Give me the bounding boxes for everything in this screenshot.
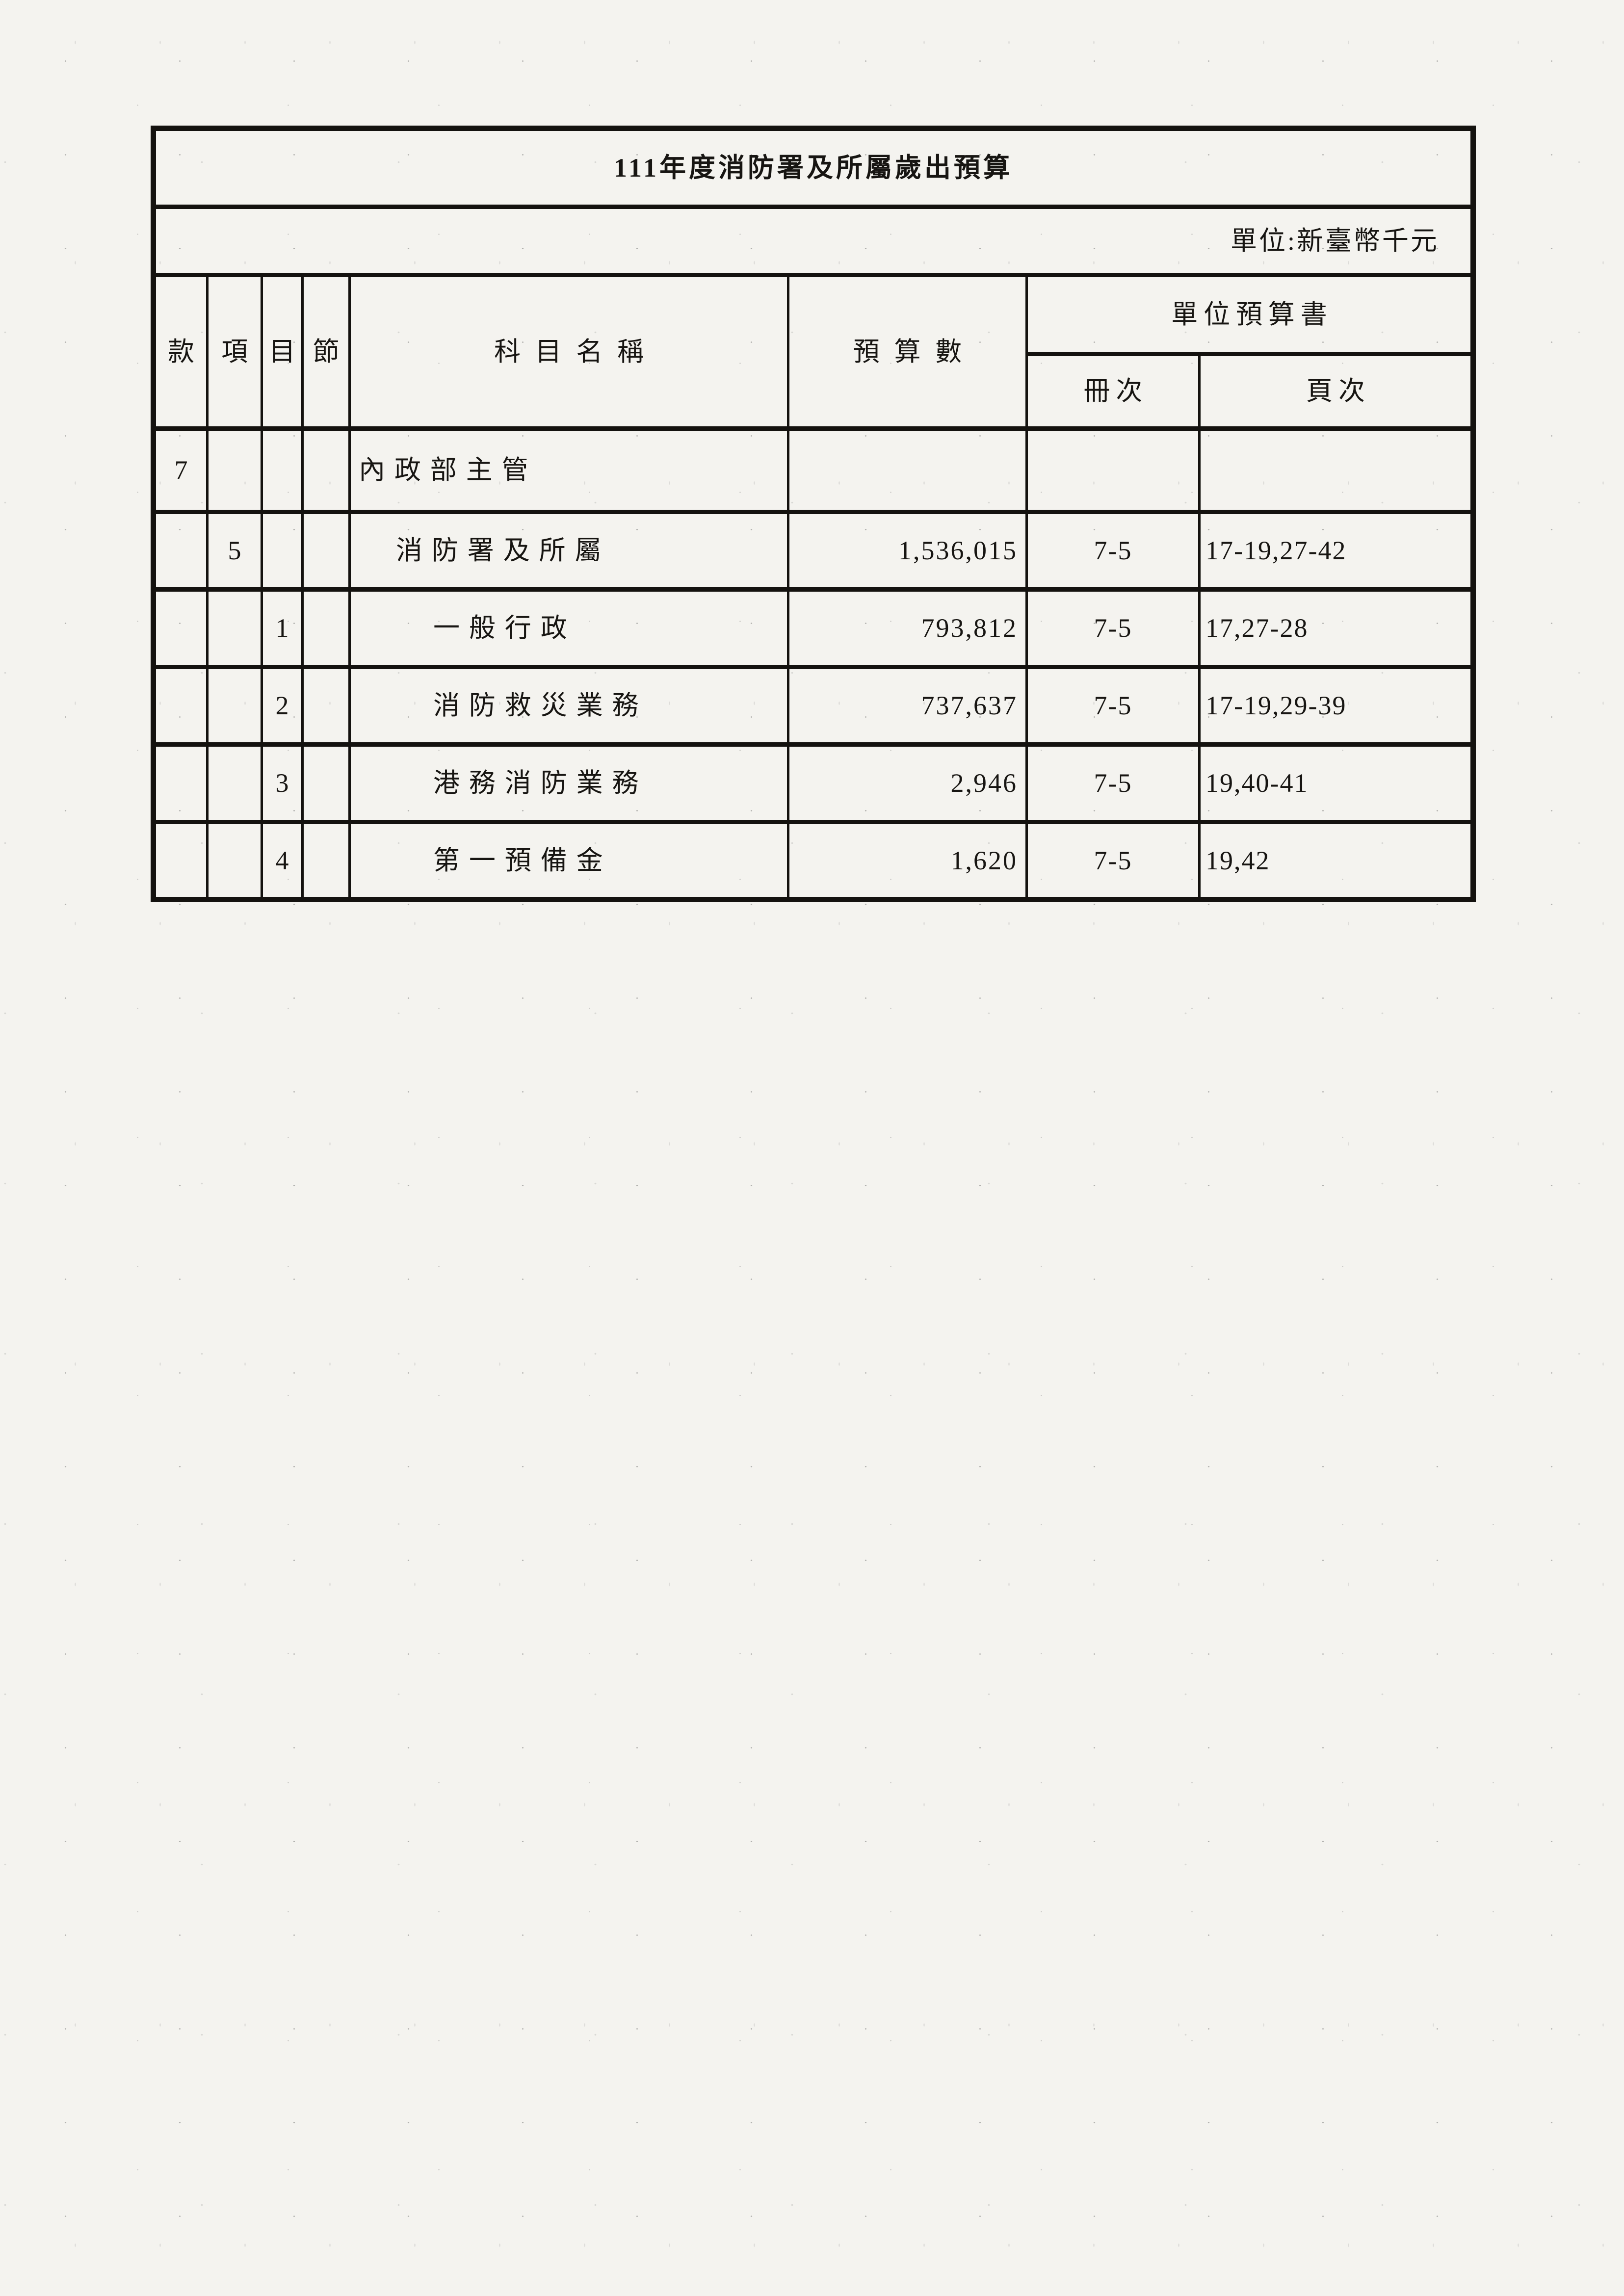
cell-name: 內政部主管 [348, 426, 789, 514]
cell-pages: 17-19,29-39 [1198, 665, 1475, 747]
cell-mu: 1 [261, 587, 304, 669]
col-header-xiang: 項 [206, 273, 263, 431]
cell-jie [301, 742, 351, 824]
cell-mu: 2 [261, 665, 304, 747]
table-row: 1 一般行政 793,812 7-5 17,27-28 [152, 587, 1475, 669]
col-header-jie: 節 [301, 273, 351, 431]
cell-name: 港務消防業務 [348, 742, 789, 824]
cell-volume: 7-5 [1025, 665, 1201, 747]
cell-kuan [152, 510, 209, 592]
cell-mu [261, 510, 304, 592]
cell-kuan [152, 820, 209, 902]
header-row-top: 款 項 目 節 科目名稱 預算數 單位預算書 [152, 273, 1475, 431]
cell-xiang [206, 587, 263, 669]
budget-table: 111年度消防署及所屬歲出預算 單位:新臺幣千元 款 項 目 節 科目名稱 預算… [151, 126, 1476, 902]
cell-xiang [206, 665, 263, 747]
cell-xiang [206, 742, 263, 824]
cell-name: 消防署及所屬 [348, 510, 789, 592]
cell-budget: 1,620 [787, 820, 1028, 902]
cell-kuan [152, 587, 209, 669]
cell-xiang [206, 820, 263, 902]
cell-budget: 793,812 [787, 587, 1028, 669]
title-row: 111年度消防署及所屬歲出預算 [152, 126, 1475, 209]
cell-volume: 7-5 [1025, 510, 1201, 592]
col-header-mu: 目 [261, 273, 304, 431]
cell-pages: 17-19,27-42 [1198, 510, 1475, 592]
cell-mu: 4 [261, 820, 304, 902]
table-row: 5 消防署及所屬 1,536,015 7-5 17-19,27-42 [152, 510, 1475, 592]
table-row: 2 消防救災業務 737,637 7-5 17-19,29-39 [152, 665, 1475, 747]
col-header-volume: 冊次 [1025, 352, 1201, 431]
cell-jie [301, 587, 351, 669]
cell-volume: 7-5 [1025, 587, 1201, 669]
col-header-budget: 預算數 [787, 273, 1028, 431]
col-header-unit-budget-book: 單位預算書 [1025, 273, 1475, 356]
cell-volume: 7-5 [1025, 742, 1201, 824]
cell-pages: 19,40-41 [1198, 742, 1475, 824]
cell-pages: 19,42 [1198, 820, 1475, 902]
unit-note-row: 單位:新臺幣千元 [152, 205, 1475, 277]
cell-jie [301, 665, 351, 747]
col-header-kuan: 款 [152, 273, 209, 431]
cell-budget: 1,536,015 [787, 510, 1028, 592]
cell-jie [301, 820, 351, 902]
page-title: 111年度消防署及所屬歲出預算 [152, 126, 1475, 209]
cell-xiang: 5 [206, 510, 263, 592]
col-header-subject: 科目名稱 [348, 273, 789, 431]
cell-jie [301, 510, 351, 592]
col-header-page: 頁次 [1198, 352, 1475, 431]
cell-budget [787, 426, 1028, 514]
unit-note: 單位:新臺幣千元 [152, 205, 1475, 277]
table-row: 4 第一預備金 1,620 7-5 19,42 [152, 820, 1475, 902]
cell-mu: 3 [261, 742, 304, 824]
cell-budget: 737,637 [787, 665, 1028, 747]
cell-budget: 2,946 [787, 742, 1028, 824]
cell-pages [1198, 426, 1475, 514]
cell-volume: 7-5 [1025, 820, 1201, 902]
cell-pages: 17,27-28 [1198, 587, 1475, 669]
cell-kuan [152, 665, 209, 747]
header-row-bottom: 冊次 頁次 [154, 352, 1475, 431]
table-row: 3 港務消防業務 2,946 7-5 19,40-41 [152, 742, 1475, 824]
cell-xiang [206, 426, 263, 514]
cell-name: 一般行政 [348, 587, 789, 669]
cell-kuan: 7 [152, 426, 209, 514]
cell-jie [301, 426, 351, 514]
table-row: 7 內政部主管 [152, 426, 1475, 514]
cell-name: 消防救災業務 [348, 665, 789, 747]
cell-volume [1025, 426, 1201, 514]
cell-kuan [152, 742, 209, 824]
cell-name: 第一預備金 [348, 820, 789, 902]
cell-mu [261, 426, 304, 514]
